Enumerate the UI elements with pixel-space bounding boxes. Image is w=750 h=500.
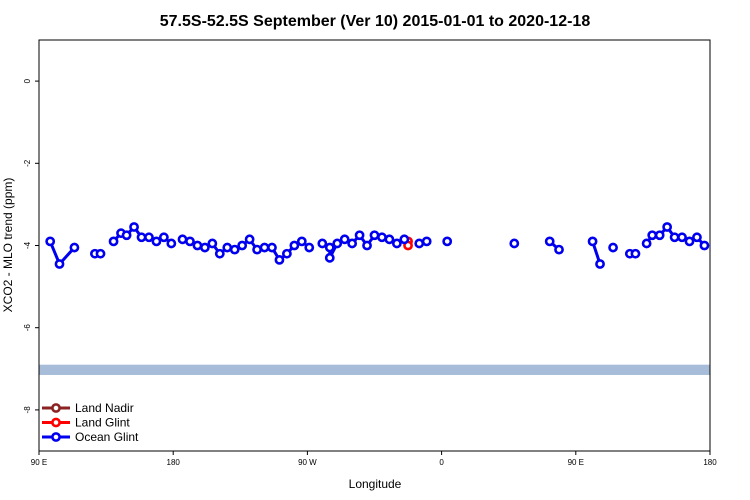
data-point [414, 238, 425, 249]
data-point [630, 248, 641, 259]
x-tick-label: 90 E [568, 458, 584, 467]
data-point [199, 242, 210, 253]
legend-swatch-marker [51, 403, 61, 413]
data-point [684, 236, 695, 247]
y-tick-label: -4 [23, 241, 32, 249]
data-point [304, 242, 315, 253]
data-point [108, 236, 119, 247]
data-point [281, 248, 292, 259]
data-point [317, 238, 328, 249]
data-point [509, 238, 520, 249]
data-point [587, 236, 598, 247]
data-point [121, 230, 132, 241]
x-tick-label: 180 [167, 458, 181, 467]
data-point [608, 242, 618, 253]
data-point [647, 230, 658, 241]
data-point [289, 240, 300, 251]
data-point [362, 240, 372, 251]
data-point [339, 234, 350, 245]
y-axis: 0 -2 -4 -6 -8 [23, 78, 39, 413]
data-point [158, 232, 169, 243]
data-point [442, 236, 453, 247]
data-point [274, 254, 285, 265]
data-point [662, 222, 673, 232]
data-point [554, 244, 564, 255]
y-tick-label: -2 [23, 159, 32, 167]
data-point [229, 244, 240, 255]
data-point [324, 252, 335, 263]
y-tick-label: -6 [23, 324, 32, 332]
land-band-layer [39, 364, 710, 375]
data-point [332, 238, 343, 249]
x-axis: 90 E 180 90 W 0 90 E 180 [31, 451, 717, 467]
y-tick-label: 0 [23, 78, 32, 83]
data-point [391, 238, 402, 249]
data-point [95, 248, 106, 259]
data-point [669, 232, 680, 243]
data-point [384, 234, 395, 245]
legend-label: Ocean Glint [75, 430, 139, 444]
data-point [692, 232, 702, 243]
data-point [237, 240, 248, 251]
data-point [377, 232, 387, 243]
data-point [244, 234, 255, 245]
data-point [421, 236, 432, 247]
data-point [185, 236, 195, 247]
data-point [252, 244, 262, 255]
legend-swatch-marker [51, 417, 61, 428]
data-point [129, 222, 139, 232]
data-point [45, 236, 56, 247]
data-point [399, 234, 410, 245]
data-point [166, 238, 177, 249]
data-point [207, 238, 218, 249]
data-point [354, 230, 365, 241]
data-point [214, 248, 225, 259]
data-point [347, 238, 358, 249]
legend-label: Land Glint [75, 416, 130, 430]
data-point [222, 242, 233, 253]
x-tick-label: 180 [703, 458, 717, 467]
x-tick-label: 90 E [31, 458, 47, 467]
data-point [144, 232, 154, 243]
data-point [192, 240, 203, 251]
x-tick-label: 0 [439, 458, 444, 467]
land-band [39, 364, 710, 375]
data-point [641, 238, 652, 249]
data-point [267, 242, 277, 253]
data-point [151, 236, 162, 247]
data-point [654, 230, 665, 241]
data-point [595, 259, 605, 269]
data-point [369, 230, 380, 241]
x-axis-label: Longitude [349, 477, 402, 491]
data-point [177, 234, 188, 245]
data-point [699, 240, 710, 251]
chart-title: 57.5S-52.5S September (Ver 10) 2015-01-0… [160, 13, 591, 30]
legend-label: Land Nadir [75, 401, 134, 415]
legend-swatch-marker [51, 432, 61, 442]
series-layer [45, 222, 710, 269]
data-point [69, 242, 80, 253]
data-point [296, 236, 307, 247]
x-tick-label: 90 W [298, 458, 317, 467]
data-point [259, 242, 270, 253]
y-tick-label: -8 [23, 406, 32, 414]
data-point [54, 259, 65, 269]
data-point [136, 232, 147, 243]
y-axis-label: XCO2 - MLO trend (ppm) [1, 178, 15, 313]
data-point [677, 232, 687, 243]
data-point [324, 242, 335, 253]
data-point [544, 236, 555, 247]
